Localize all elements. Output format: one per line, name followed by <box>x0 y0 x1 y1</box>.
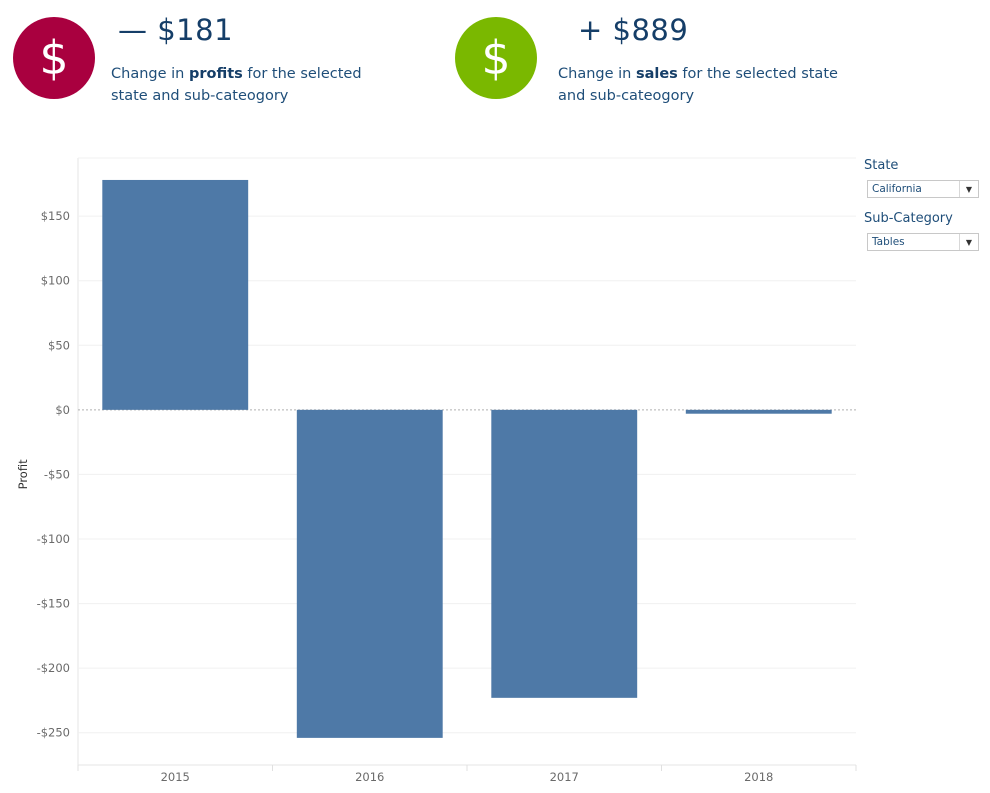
y-tick-label: $100 <box>41 274 70 288</box>
y-tick-label: $150 <box>41 209 70 223</box>
bar-2015 <box>102 179 249 410</box>
y-tick-label: $0 <box>55 403 70 417</box>
profit-change-value: — $181 <box>118 13 234 47</box>
x-tick-label: 2015 <box>161 770 190 784</box>
subcategory-filter-dropdown[interactable]: Tables ▼ <box>867 233 979 251</box>
x-tick-label: 2017 <box>550 770 579 784</box>
y-tick-label: -$50 <box>44 467 70 481</box>
chevron-down-icon[interactable]: ▼ <box>959 234 978 250</box>
sales-kpi-icon: $ <box>455 17 537 99</box>
state-filter-label: State <box>864 158 899 173</box>
y-tick-label: -$250 <box>37 726 70 740</box>
sales-change-description: Change in sales for the selected state a… <box>558 66 838 104</box>
subcategory-filter-value: Tables <box>872 236 905 248</box>
bar-2016 <box>296 409 443 738</box>
profit-kpi-icon: $ <box>13 17 95 99</box>
bar-2018 <box>685 409 832 414</box>
y-tick-label: -$200 <box>37 661 70 675</box>
y-axis-title: Profit <box>16 459 30 489</box>
dollar-icon: $ <box>481 31 511 85</box>
x-tick-label: 2016 <box>355 770 384 784</box>
y-tick-label: -$150 <box>37 597 70 611</box>
bar-2017 <box>491 409 638 698</box>
profit-change-description: Change in profits for the selected state… <box>111 66 362 104</box>
sales-change-value: + $889 <box>578 13 689 47</box>
chevron-down-icon[interactable]: ▼ <box>959 181 978 197</box>
dollar-icon: $ <box>39 31 69 85</box>
state-filter-dropdown[interactable]: California ▼ <box>867 180 979 198</box>
y-tick-label: -$100 <box>37 532 70 546</box>
subcategory-filter-label: Sub-Category <box>864 211 953 226</box>
state-filter-value: California <box>872 183 922 195</box>
profit-bar-chart: $150 $100 $50 $0 -$50 -$100 -$150 -$200 -$250 Pro… <box>16 157 857 784</box>
y-tick-label: $50 <box>48 338 70 352</box>
x-tick-label: 2018 <box>744 770 773 784</box>
